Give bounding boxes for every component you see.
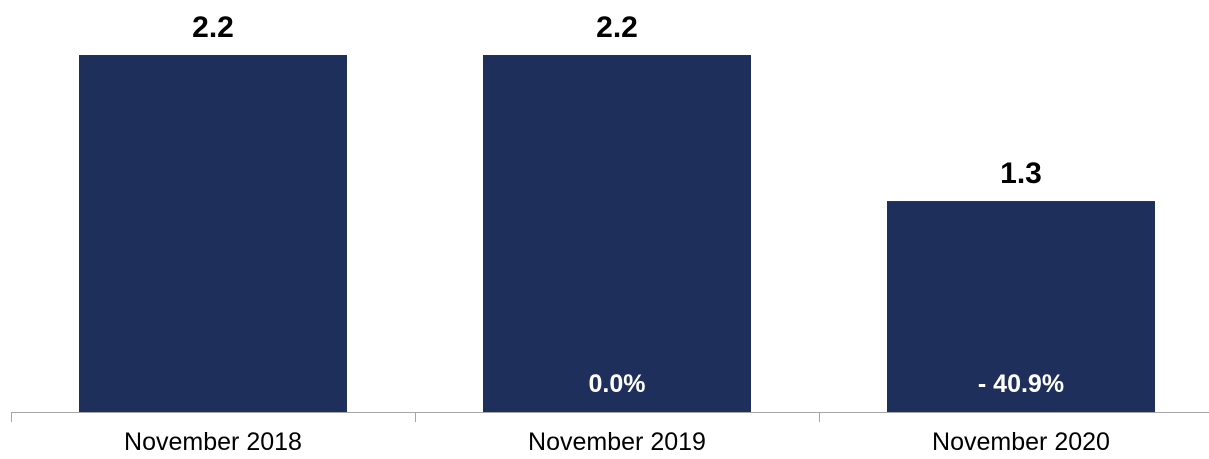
bars-layer <box>79 55 1155 412</box>
data-label: 2.2 <box>192 11 234 44</box>
bar <box>79 55 347 412</box>
x-tick-label: November 2019 <box>528 428 706 456</box>
data-label: 1.3 <box>1000 157 1042 190</box>
x-tick-label: November 2018 <box>124 428 302 456</box>
x-axis <box>11 412 1209 422</box>
bar <box>887 201 1155 412</box>
x-tick-label: November 2020 <box>932 428 1110 456</box>
change-label: 0.0% <box>589 370 646 398</box>
change-label: - 40.9% <box>978 370 1064 398</box>
labels-layer: 2.2 November 2018 2.2 0.0% November 2019 1.3 -… <box>124 11 1110 456</box>
bar <box>483 55 751 412</box>
data-label: 2.2 <box>596 11 638 44</box>
